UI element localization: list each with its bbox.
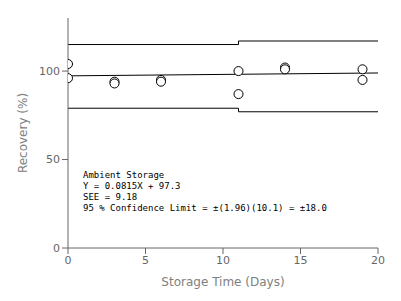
svg-text:5: 5 [142,254,149,267]
html-text:Ambient Storage Y = 0.0815X +: Ambient Storage Y = 0.0815X + 97.3 SEE =… [83,169,327,213]
svg-text:0: 0 [65,254,72,267]
svg-text:100: 100 [39,65,60,78]
svg-text:10: 10 [216,254,230,267]
svg-text:20: 20 [371,254,385,267]
svg-text:Recovery (%): Recovery (%) [16,93,30,173]
svg-text:50: 50 [46,153,60,166]
svg-text:15: 15 [294,254,308,267]
svg-text:0: 0 [53,242,60,255]
svg-text:Storage Time (Days): Storage Time (Days) [161,275,284,289]
